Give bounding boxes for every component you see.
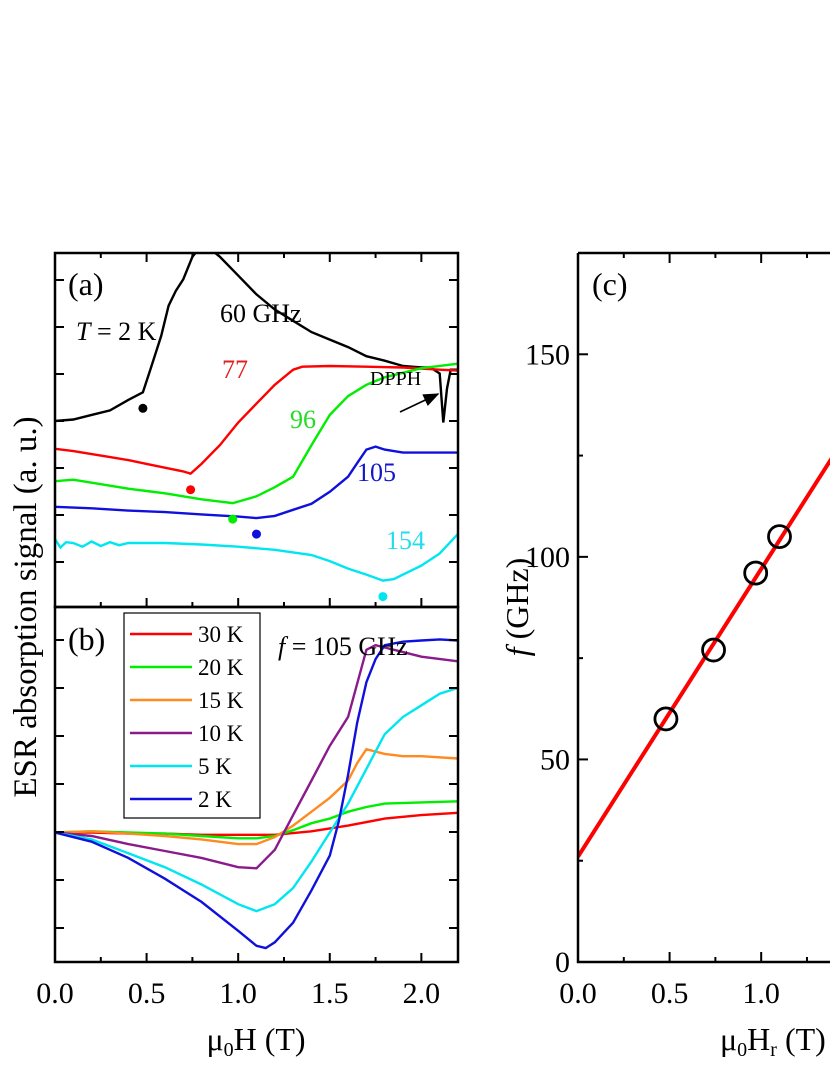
legend-entry: 15 K xyxy=(198,688,244,713)
legend: 30 K 20 K 15 K 10 K 5 K 2 K xyxy=(130,622,244,812)
resonance-dot xyxy=(378,592,388,602)
panel-b-x-tick-labels: 0.0 0.5 1.0 1.5 2.0 xyxy=(36,977,440,1010)
series-label: 154 xyxy=(386,526,425,555)
dpph-arrow xyxy=(399,393,440,413)
series-line-2k xyxy=(55,638,458,950)
panel-a-resonance-dots xyxy=(138,403,388,602)
panel-c-y-axis-label: f (GHz) xyxy=(499,558,535,657)
data-point xyxy=(701,637,726,663)
panel-b-series xyxy=(55,638,458,950)
series-label: 60 GHz xyxy=(220,299,302,328)
panel-b-ticks xyxy=(54,639,458,962)
esr-y-axis-label: ESR absorption signal (a. u.) xyxy=(8,416,44,797)
x-tick-label: 0.5 xyxy=(128,977,166,1010)
panel-b: (b) f = 105 GHz 30 K 20 K 15 K 10 K 5 K 2 K xyxy=(54,612,458,962)
legend-entry: 5 K xyxy=(198,754,232,779)
resonance-dot xyxy=(252,529,261,539)
panel-c-ticks xyxy=(577,252,808,963)
series-line-5k xyxy=(55,686,458,913)
y-tick-label: 50 xyxy=(540,743,570,776)
x-tick-label: 1.5 xyxy=(311,977,349,1010)
x-tick-label: 0.5 xyxy=(651,977,689,1010)
panel-a-label: (a) xyxy=(68,266,104,302)
resonance-dot xyxy=(138,403,148,413)
x-tick-label: 1.0 xyxy=(219,977,257,1010)
legend-entry: 30 K xyxy=(198,622,244,647)
series-line-10k xyxy=(55,643,458,870)
data-point xyxy=(743,560,769,586)
legend-entry: 2 K xyxy=(198,787,232,812)
panel-c: (c) 0.0 0.5 1.0 0 50 100 150 f (GHz) μ0Hr (T) xyxy=(499,251,830,1061)
legend-entry: 10 K xyxy=(198,721,244,746)
series-line-5 xyxy=(55,533,458,582)
frequency-annotation: f = 105 GHz xyxy=(278,632,408,661)
panel-a-series-labels: 60 GHz 77 96 105 154 xyxy=(220,299,425,555)
resonance-dot xyxy=(228,514,238,524)
panel-b-label: (b) xyxy=(68,621,105,657)
panel-c-label: (c) xyxy=(592,266,628,302)
temperature-annotation: T = 2 K xyxy=(76,317,157,346)
series-label: 105 xyxy=(357,458,396,487)
data-point xyxy=(653,706,679,732)
series-label: 77 xyxy=(222,355,248,384)
panel-c-x-tick-labels: 0.0 0.5 1.0 xyxy=(559,977,780,1010)
resonance-dot xyxy=(186,485,196,495)
series-line-4 xyxy=(55,445,458,520)
panel-c-points xyxy=(653,524,792,732)
panel-a-series xyxy=(55,253,458,582)
panel-a-ticks xyxy=(54,253,458,607)
series-line-3 xyxy=(55,362,458,505)
panel-c-x-axis-label: μ0Hr (T) xyxy=(720,1021,826,1061)
series-label: 96 xyxy=(290,405,316,434)
data-point xyxy=(767,524,792,549)
legend-box xyxy=(123,612,261,819)
panel-b-frame xyxy=(53,605,460,964)
x-tick-label: 0.0 xyxy=(559,977,597,1010)
panel-c-fit-line xyxy=(578,457,830,858)
y-tick-label: 100 xyxy=(525,541,570,574)
panel-a: 60 GHz 77 96 105 154 (a) T = 2 K DPPH xyxy=(54,253,458,607)
y-tick-label: 0 xyxy=(555,946,570,979)
y-tick-label: 150 xyxy=(525,338,570,371)
x-tick-label: 2.0 xyxy=(403,977,441,1010)
x-tick-label: 1.0 xyxy=(742,977,780,1010)
series-line-15k xyxy=(55,747,458,846)
fit-line xyxy=(578,457,830,858)
dpph-label: DPPH xyxy=(370,368,421,390)
series-line-2 xyxy=(55,364,458,476)
panel-b-x-axis-label: μ0H (T) xyxy=(206,1021,305,1061)
x-tick-label: 0.0 xyxy=(36,977,74,1010)
panel-c-y-tick-labels: 0 50 100 150 xyxy=(525,338,570,979)
legend-entry: 20 K xyxy=(198,655,244,680)
panel-c-frame xyxy=(576,253,830,964)
